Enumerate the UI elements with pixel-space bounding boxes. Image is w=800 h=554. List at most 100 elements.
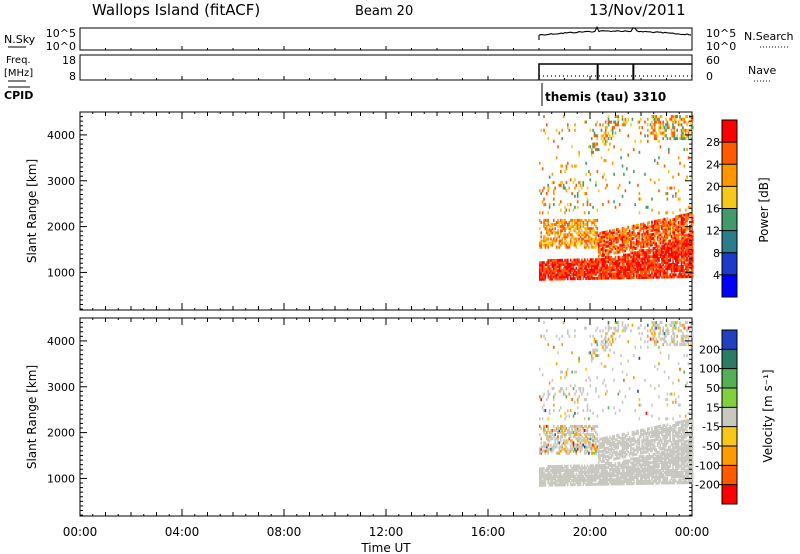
velocity-cell-1229 [624,480,627,484]
power-cell-1695 [654,257,656,261]
velocity-cell-370 [565,427,568,430]
power-cell-1911 [665,271,667,275]
power-cell-94 [546,239,548,243]
velocity-cell-442 [571,429,573,432]
velocity-cell-1597 [648,475,650,479]
power-cell-72 [544,275,547,279]
power-cell-795 [596,264,599,268]
velocity-cell-510 [576,479,579,482]
power-cell-991 [607,120,610,124]
power-cell-238 [557,258,559,262]
power-cell-209 [554,233,556,237]
power-cell-1005 [609,242,611,246]
power-cell-1473 [640,131,642,135]
power-cell-668 [588,262,590,266]
velocity-cell-2026 [670,460,673,464]
power-cell-1713 [654,134,656,138]
power-cell-1502 [642,261,645,265]
velocity-cell-2165 [676,340,678,344]
velocity-cell-1551 [645,457,648,461]
power-cell-2206 [679,265,681,268]
power-cell-877 [602,258,604,262]
velocity-cell-223 [555,451,558,455]
velocity-cell-422 [569,445,572,449]
power-cell-274 [560,267,562,271]
power-cell-1193 [621,237,624,241]
velocity-cell-585 [581,392,583,396]
velocity-cell-2003 [669,458,671,462]
velocity-cell-1148 [618,467,621,471]
velocity-cell-1227 [623,329,625,333]
velocity-cell-1790 [658,439,660,443]
power-cell-1021 [610,257,613,261]
power-cell-1054 [611,128,614,132]
velocity-cell-1710 [654,387,656,391]
power-cell-2415 [687,131,690,135]
velocity-cell-27 [540,451,542,455]
power-cell-1311 [630,272,632,275]
velocity-cell-1237 [624,459,627,463]
power-cell-502 [575,225,578,229]
velocity-cell-1156 [618,439,621,443]
power-cell-1727 [655,259,657,263]
power-cell-135 [548,241,551,245]
velocity-cell-973 [607,472,610,476]
velocity-cell-1440 [638,447,641,451]
velocity-cell-188 [553,435,555,439]
power-cell-1691 [654,265,656,269]
velocity-cell-1549 [645,461,648,465]
power-cell-1526 [644,261,646,265]
power-cell-1694 [654,259,656,263]
power-cell-1805 [659,273,662,277]
power-cell-1981 [668,248,670,252]
power-cell-2225 [679,115,681,119]
velocity-cell-1537 [644,430,646,434]
velocity-cell-1432 [638,471,641,475]
velocity-cell-64 [543,427,545,430]
power-cell-338 [564,265,566,268]
velocity-cell-832 [599,480,601,484]
power-cell-289 [560,183,562,187]
power-cell-1623 [649,251,652,255]
power-cell-1148 [618,261,621,265]
power-cell-1192 [621,239,624,243]
velocity-cell-189 [553,429,555,432]
power-cell-134 [548,259,551,263]
velocity-cell-1243 [624,442,627,446]
power-cell-558 [579,260,582,264]
power-cell-1649 [651,235,653,239]
velocity-cell-1214 [623,461,625,465]
power-cell-1731 [655,250,657,254]
velocity-cell-2078 [673,481,676,485]
power-cell-1488 [641,241,643,245]
velocity-cell-595 [582,437,585,441]
power-cell-603 [583,272,586,276]
velocity-cell-1564 [647,481,649,485]
power-cell-2073 [672,131,674,135]
power-cell-468 [574,273,576,276]
velocity-cell-1057 [613,480,615,484]
velocity-cell-710 [590,466,593,470]
power-cell-1861 [662,254,664,258]
velocity-cell-1380 [634,457,636,461]
velocity-cell-23 [540,473,542,477]
power-cell-1668 [652,261,655,265]
power-cell-688 [589,258,592,262]
power-cell-1655 [651,220,653,224]
velocity-cell-2137 [675,326,677,330]
power-cell-774 [595,262,597,266]
power-cell-998 [609,266,611,270]
power-cell-422 [569,239,572,243]
power-cell-1462 [640,253,642,257]
power-cell-1608 [648,241,650,245]
velocity-cell-660 [586,392,589,396]
power-cell-216 [555,273,558,277]
velocity-cell-1848 [661,428,663,432]
power-cell-2160 [676,227,678,231]
velocity-cell-379 [567,477,569,481]
velocity-cell-453 [572,472,575,476]
velocity-cell-1301 [628,459,631,463]
power-cell-1367 [633,230,635,234]
velocity-cell-1815 [659,452,662,456]
power-cell-1947 [666,261,669,265]
